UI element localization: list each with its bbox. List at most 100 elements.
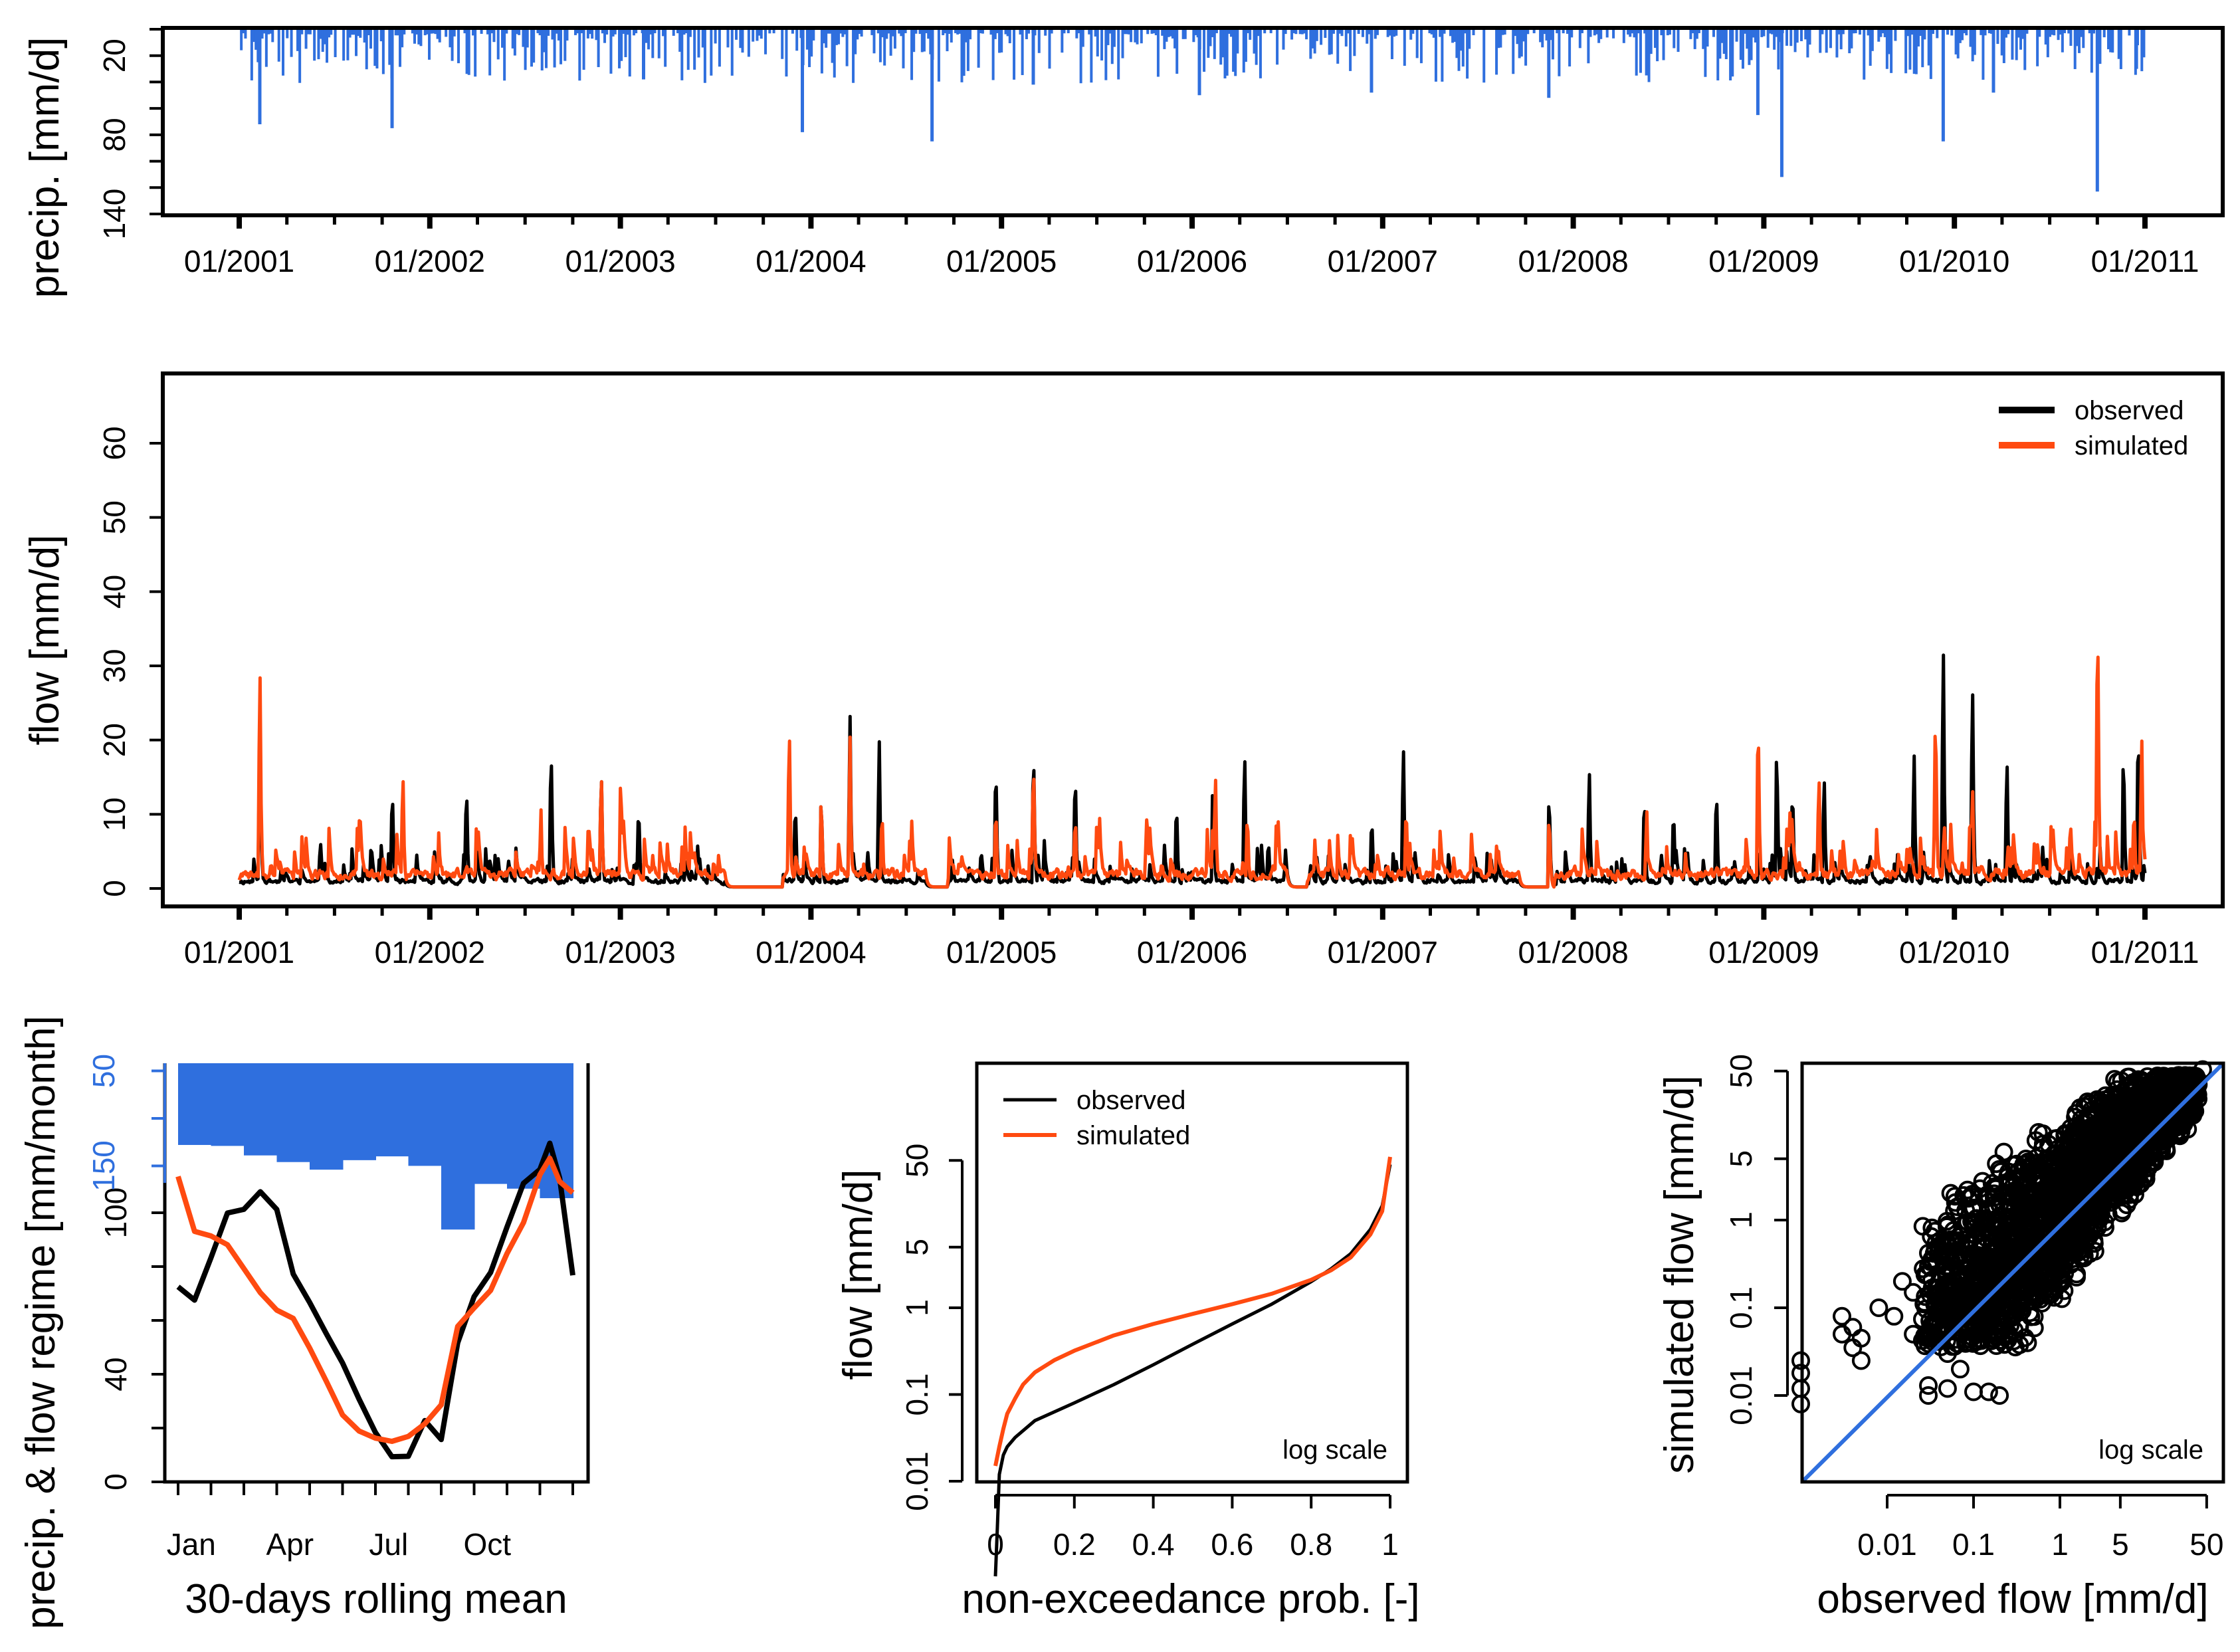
scatter-point [2085, 1216, 2104, 1235]
scatter-plot-frame [1800, 1061, 2225, 1484]
regime-x-tick-label: Jan [167, 1527, 216, 1562]
precip-y-tick-label: 80 [97, 118, 132, 152]
fdc-annotation: log scale [1282, 1435, 1387, 1465]
flow-y-tick-label: 40 [97, 575, 132, 609]
scatter-point [2009, 1192, 2028, 1211]
flow-y-tick-label: 50 [97, 500, 132, 534]
scatter-point [2000, 1173, 2019, 1192]
scatter-point [1974, 1209, 1993, 1228]
scatter-y-tick-label: 0.1 [1724, 1287, 1758, 1329]
fdc-x-tick-label: 0.4 [1132, 1527, 1175, 1562]
fdc-y-tick-label: 5 [900, 1239, 934, 1256]
regime-precip-bar [408, 1063, 442, 1166]
scatter-point [2182, 1103, 2201, 1122]
regime-precip-tick-label: 50 [86, 1054, 121, 1088]
fdc-x-tick-label: 0 [987, 1527, 1004, 1562]
scatter-x-tick-label: 50 [2189, 1527, 2223, 1562]
scatter-point [2014, 1155, 2033, 1174]
scatter-point [1987, 1154, 2006, 1174]
flow-y-axis: 0 10 20 30 40 50 60 [97, 426, 164, 897]
legend-label-simulated: simulated [2075, 431, 2188, 461]
flow-x-tick-label: 01/2009 [1708, 935, 1819, 970]
precip-x-tick-label: 01/2010 [1899, 244, 2009, 278]
scatter-y-tick-label: 50 [1724, 1054, 1758, 1088]
scatter-point [2023, 1230, 2042, 1249]
flow-x-tick-label: 01/2008 [1518, 935, 1628, 970]
scatter-point [1995, 1335, 2014, 1354]
regime-precip-bar [211, 1063, 245, 1146]
fdc-axes: 0 0.2 0.4 0.6 0.8 1 0.01 0.1 1 5 50 [900, 1144, 1399, 1562]
scatter-point [1960, 1319, 1979, 1338]
precip-y-tick-label: 140 [97, 189, 132, 240]
fdc-y-label: flow [mm/d] [835, 1170, 881, 1380]
scatter-x-tick-label: 1 [2051, 1527, 2069, 1562]
flow-y-tick-label: 0 [97, 880, 132, 897]
scatter-point [1982, 1174, 2001, 1193]
scatter-point [1892, 1272, 1912, 1291]
scatter-point [1914, 1294, 1934, 1314]
regime-precip-bar [375, 1063, 409, 1157]
scatter-point [1925, 1221, 1944, 1241]
regime-simulated-line [175, 1156, 575, 1444]
scatter-point [2112, 1071, 2131, 1090]
scatter-point [1958, 1180, 1977, 1199]
one-to-one-line [1800, 1061, 2225, 1484]
scatter-point [2066, 1227, 2085, 1247]
scatter-point [2152, 1088, 2171, 1107]
scatter-point [1984, 1184, 2003, 1203]
fdc-plot-frame [975, 1061, 1409, 1484]
fdc-legend-label-simulated: simulated [1076, 1121, 1190, 1150]
regime-precip-bar [276, 1063, 310, 1162]
scatter-point [2096, 1086, 2115, 1105]
flow-y-tick-label: 30 [97, 649, 132, 682]
scatter-point [2047, 1129, 2067, 1148]
fdc-y-tick-label: 1 [900, 1299, 934, 1316]
regime-observed-line [176, 1140, 575, 1460]
scatter-point [2171, 1123, 2190, 1142]
regime-flow-tick-label: 100 [98, 1187, 133, 1239]
scatter-point [1922, 1218, 1942, 1237]
scatter-point [2049, 1203, 2068, 1223]
regime-flow-lines [175, 1140, 575, 1460]
flow-y-label: flow [mm/d] [22, 535, 68, 746]
scatter-point [1884, 1306, 1904, 1326]
scatter-point [2077, 1131, 2096, 1150]
scatter-point [1941, 1184, 1960, 1203]
fdc-legend: observed simulated [1003, 1086, 1190, 1150]
scatter-point [1964, 1219, 1983, 1238]
scatter-point [2120, 1126, 2139, 1144]
scatter-point [2082, 1100, 2101, 1120]
scatter-point [1833, 1306, 1851, 1326]
scatter-point [1990, 1386, 2009, 1405]
scatter-point [2027, 1257, 2046, 1277]
scatter-point [2025, 1307, 2044, 1326]
fdc-series [993, 1156, 1392, 1577]
scatter-point [2144, 1142, 2163, 1162]
scatter-point [1971, 1330, 1990, 1349]
scatter-point [1936, 1245, 1955, 1265]
precip-y-label: precip. [mm/d] [22, 37, 68, 298]
scatter-point [2150, 1067, 2169, 1086]
scatter-point [2024, 1219, 2043, 1238]
scatter-point [2104, 1112, 2124, 1132]
scatter-annotation: log scale [2098, 1435, 2203, 1465]
scatter-point [2178, 1070, 2197, 1089]
regime-axes: Jan Apr Jul Oct 0 40 100 50 150 [86, 1054, 574, 1562]
regime-flow-tick-label: 0 [98, 1473, 133, 1491]
scatter-point [2137, 1116, 2156, 1135]
scatter-point [1946, 1306, 1966, 1325]
scatter-point [1944, 1271, 1964, 1291]
scatter-point [1972, 1233, 1991, 1252]
regime-precip-tick-label: 150 [86, 1140, 121, 1191]
scatter-point [1919, 1376, 1938, 1395]
legend-label-observed: observed [2075, 396, 2184, 425]
scatter-point [1913, 1217, 1932, 1236]
scatter-point [1940, 1322, 1959, 1341]
scatter-point [2138, 1067, 2157, 1086]
flow-x-tick-label: 01/2010 [1899, 935, 2009, 970]
scatter-x-label: observed flow [mm/d] [1817, 1576, 2208, 1622]
scatter-point [1851, 1351, 1871, 1370]
scatter-point [2126, 1166, 2145, 1185]
fdc-simulated-line [993, 1156, 1392, 1467]
